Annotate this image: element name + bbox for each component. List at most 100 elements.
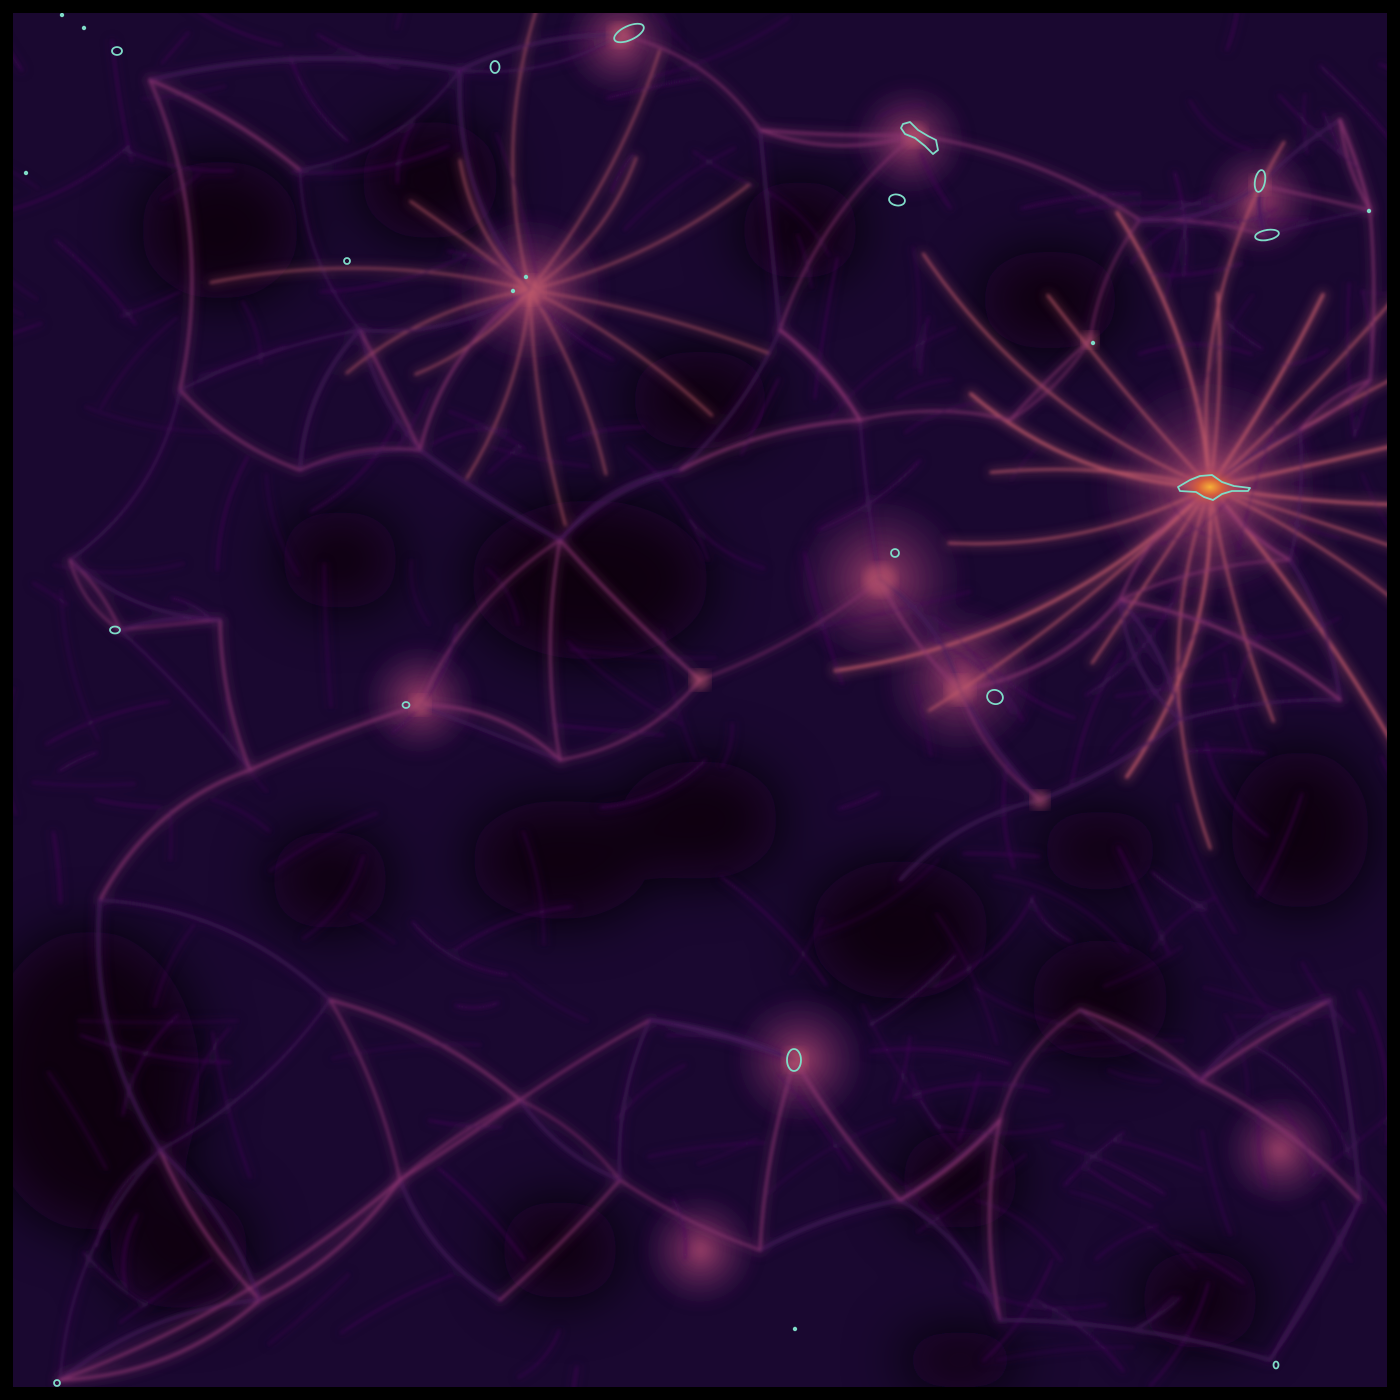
filament-strand	[869, 954, 957, 1026]
filament-strand	[829, 327, 957, 419]
filament-strand	[1299, 379, 1371, 431]
glow-region	[640, 1190, 760, 1310]
filament-strand	[528, 183, 751, 292]
filament-strand	[47, 1071, 107, 1170]
filament-strand	[1338, 118, 1372, 212]
filament-strand	[486, 568, 519, 626]
filament-strand	[1198, 998, 1332, 1082]
filament-strand	[419, 539, 561, 706]
contour-top-node	[900, 121, 939, 155]
filament-strand	[118, 617, 222, 632]
filament-strand	[1322, 1200, 1352, 1262]
contour-ring	[111, 46, 123, 56]
filament-strand	[455, 1001, 499, 1009]
filament-strand	[1224, 1013, 1249, 1097]
filament-strand	[898, 1198, 1002, 1322]
filament-strand	[218, 618, 252, 772]
filament-strand	[1115, 678, 1236, 698]
filament-strand	[310, 420, 398, 513]
filament-strand	[1187, 207, 1278, 226]
filament-strand	[211, 798, 271, 833]
filament-strand	[618, 33, 762, 132]
filament-strand	[764, 189, 830, 256]
filament-strand	[1278, 94, 1360, 169]
filament-strand	[765, 1118, 896, 1196]
contour-ring	[786, 1048, 802, 1072]
contour-ring	[1272, 1360, 1280, 1370]
filament-strand	[1151, 897, 1216, 951]
bright-node	[946, 676, 974, 704]
filament-strand	[1225, 321, 1263, 350]
filament-strand	[758, 1058, 797, 1252]
filament-strand	[323, 563, 332, 708]
filament-strand	[1020, 192, 1141, 210]
void-region	[1040, 810, 1160, 890]
filament-strand	[551, 724, 665, 736]
void-region	[620, 760, 780, 880]
filament-strand	[699, 579, 881, 681]
contour-ring	[986, 688, 1004, 706]
filament-strand	[32, 781, 136, 787]
filament-strand	[919, 152, 952, 209]
filament-strand	[518, 1018, 652, 1102]
filament-strand	[491, 446, 590, 467]
filament-strand	[797, 234, 813, 288]
filament-strand	[459, 34, 621, 73]
filament-strand	[121, 1014, 179, 1116]
filament-strand	[1130, 211, 1212, 264]
filament-strand	[1322, 111, 1344, 155]
filament-strand	[216, 455, 249, 571]
filament-strand	[919, 316, 930, 375]
filament-strand	[1338, 118, 1372, 212]
filament-strand	[911, 1072, 960, 1153]
filament-strand	[988, 1118, 1002, 1322]
filament-strand	[299, 169, 361, 331]
filament-strand	[1113, 1139, 1203, 1172]
filament-strand	[1051, 1140, 1166, 1195]
filament-strand	[569, 648, 717, 659]
filament-strand	[13, 282, 39, 301]
contour-dot	[81, 25, 87, 31]
filament-strand	[572, 1365, 578, 1387]
filament-strand	[1195, 901, 1274, 1020]
filament-strand	[1378, 63, 1387, 69]
filament-strand	[528, 288, 770, 355]
filament-strand	[618, 1018, 652, 1182]
filament-strand	[197, 345, 286, 377]
filament-strand	[258, 1178, 402, 1302]
filament-strand	[778, 1074, 852, 1171]
filament-strand	[817, 858, 940, 935]
filament-strand	[398, 1178, 502, 1302]
filament-strand	[1346, 282, 1356, 437]
filament-strand	[1132, 640, 1231, 717]
filament-strand	[350, 913, 397, 944]
filament-strand	[1085, 572, 1186, 697]
contour-dot	[523, 274, 529, 280]
filament-strand	[98, 768, 252, 902]
contour-ring	[890, 548, 900, 558]
filament-strand	[397, 387, 430, 448]
filament-strand	[1070, 650, 1123, 787]
filament-strand	[1134, 626, 1159, 664]
filament-strand	[618, 1178, 762, 1252]
filament-strand	[1091, 485, 1212, 665]
filament-strand	[813, 257, 839, 400]
filament-strand	[316, 33, 399, 69]
filament-strand	[517, 1329, 561, 1379]
filament-strand	[59, 1149, 161, 1381]
filament-strand	[100, 316, 178, 409]
filament-strand	[158, 1148, 262, 1302]
filament-strand	[1208, 445, 1387, 489]
filaments	[13, 13, 1387, 1387]
filament-strand	[1079, 1009, 1201, 1081]
filament-strand	[915, 685, 932, 757]
filament-strand	[430, 428, 510, 446]
filament-strand	[963, 1281, 1107, 1310]
filament-strand	[895, 378, 953, 400]
filament-strand	[428, 1119, 503, 1129]
contour-ring	[109, 625, 121, 635]
filament-strand	[358, 328, 422, 452]
filament-strand	[652, 14, 691, 51]
filament-strand	[993, 875, 1130, 953]
filament-strand	[1135, 1296, 1181, 1330]
